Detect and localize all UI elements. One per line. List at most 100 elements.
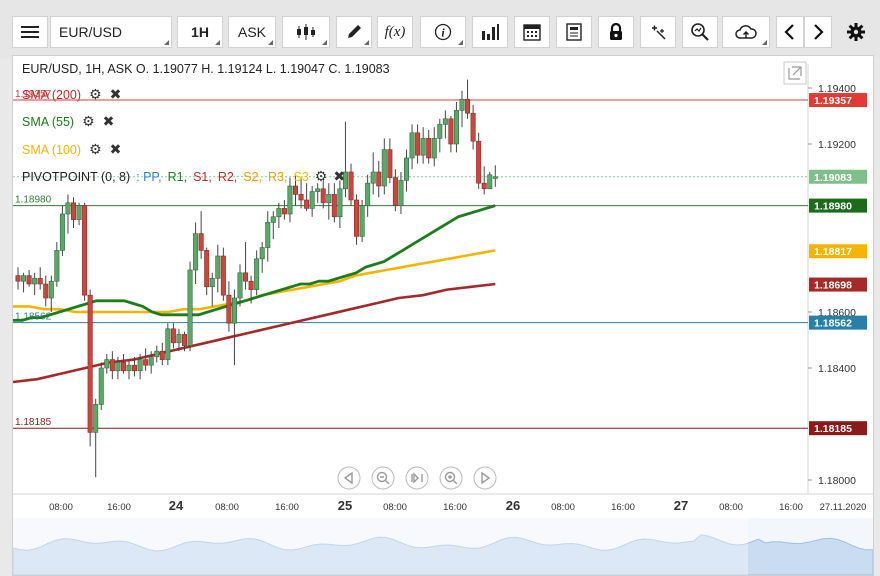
close-icon[interactable]: ✖ — [333, 168, 346, 184]
price-label-box — [809, 315, 867, 330]
chart-type-button[interactable] — [282, 16, 330, 48]
candle-body — [270, 216, 276, 223]
volume-button[interactable] — [472, 16, 508, 48]
calendar-button[interactable] — [514, 16, 550, 48]
scroll-forward-button[interactable] — [804, 16, 832, 48]
cloud-icon — [735, 25, 757, 39]
x-tick-label: 16:00 — [107, 502, 131, 513]
news-icon — [566, 23, 582, 41]
x-tick-label: 26 — [506, 498, 520, 513]
price-chart[interactable]: 1.194001.192001.186001.184001.180001.193… — [13, 56, 873, 575]
level-line-label: 1.18980 — [15, 195, 52, 206]
chart-panel[interactable]: 1.19400 1.19200 1.18600 1.18400 1.18000 1.193… — [12, 55, 874, 576]
chevron-left-icon — [784, 24, 794, 40]
gear-icon[interactable]: ⚙ — [89, 141, 102, 157]
candle-body — [437, 124, 443, 139]
x-tick-label: 08:00 — [215, 502, 239, 513]
candle-body — [465, 98, 471, 114]
candle-body — [320, 188, 326, 204]
symbol-selector[interactable]: EUR/USD — [50, 16, 172, 48]
indicators-button[interactable]: f(x) — [377, 16, 413, 48]
lock-button[interactable] — [598, 16, 634, 48]
candle-body — [82, 205, 88, 296]
settings-button[interactable] — [840, 16, 872, 48]
x-tick-label: 16:00 — [779, 502, 803, 513]
scroll-left-icon[interactable] — [337, 466, 361, 490]
indicator-sma-100: SMA (100) ⚙ ✖ — [22, 141, 121, 158]
candle-body — [126, 364, 132, 372]
candle-body — [15, 275, 21, 282]
x-tick-label: 16:00 — [611, 502, 635, 513]
gear-icon[interactable]: ⚙ — [89, 86, 102, 102]
candle-body — [309, 191, 315, 209]
candle-body — [431, 138, 437, 159]
price-label-text: 1.18698 — [814, 280, 852, 292]
reset-view-icon[interactable] — [405, 466, 429, 490]
scroll-right-icon[interactable] — [473, 466, 497, 490]
candle-body — [220, 255, 226, 296]
crosshair-button[interactable] — [640, 16, 676, 48]
dropdown-corner-icon — [322, 40, 327, 45]
close-icon[interactable]: ✖ — [109, 86, 122, 102]
price-label-box — [809, 169, 867, 184]
candle-body — [176, 334, 182, 344]
indicator-sma-200: SMA (200) ⚙ ✖ — [22, 86, 121, 103]
candle-body — [204, 250, 210, 288]
popout-icon[interactable] — [783, 61, 807, 85]
ohlc-header: EUR/USD, 1H, ASK O. 1.19077 H. 1.19124 L… — [22, 62, 390, 76]
candle-body — [143, 359, 149, 366]
indicator-sma-55: SMA (55) ⚙ ✖ — [22, 113, 114, 130]
candle-body — [292, 185, 298, 195]
candle-body — [315, 188, 321, 192]
candle-body — [426, 138, 432, 159]
menu-button[interactable] — [12, 16, 48, 48]
indicator-label: SMA (55) — [22, 114, 75, 129]
dropdown-corner-icon — [164, 40, 169, 45]
zoom-out-icon[interactable] — [371, 466, 395, 490]
candle-body — [43, 283, 49, 299]
x-tick-label: 08:00 — [551, 502, 575, 513]
scroll-back-button[interactable] — [776, 16, 804, 48]
candle-body — [354, 199, 360, 237]
gear-icon[interactable]: ⚙ — [314, 168, 328, 184]
candle-body — [403, 157, 409, 181]
calendar-icon — [523, 24, 541, 41]
candle-body — [359, 205, 365, 237]
candle-body — [26, 275, 32, 285]
candle-body — [237, 272, 243, 299]
news-button[interactable] — [556, 16, 592, 48]
price-type-selector[interactable]: ASK — [228, 16, 276, 48]
cloud-button[interactable] — [722, 16, 770, 48]
x-tick-label: 16:00 — [275, 502, 299, 513]
zoom-button[interactable] — [682, 16, 718, 48]
candle-body — [193, 233, 199, 271]
info-icon: i — [434, 23, 452, 41]
dropdown-corner-icon — [364, 40, 369, 45]
pivot-r2: R2, — [217, 169, 238, 184]
price-label-box — [809, 277, 867, 292]
level-line-label: 1.18185 — [15, 417, 52, 428]
candle-body — [243, 272, 249, 282]
pivot-r3: R3, — [268, 169, 288, 184]
draw-tool-button[interactable] — [336, 16, 372, 48]
price-label-text: 1.18980 — [814, 201, 852, 213]
close-icon[interactable]: ✖ — [109, 141, 122, 157]
draw-icon — [348, 25, 361, 38]
price-label-text: 1.18817 — [814, 246, 852, 258]
close-icon[interactable]: ✖ — [102, 113, 115, 129]
info-button[interactable]: i — [420, 16, 466, 48]
candle-body — [392, 177, 398, 206]
candle-body — [370, 171, 376, 184]
level-line-label: 1.19357 — [15, 89, 52, 100]
candle-body — [182, 334, 188, 346]
candle-body — [109, 359, 115, 372]
candle-body — [187, 269, 193, 346]
candle-body — [65, 202, 71, 215]
chevron-right-icon — [814, 24, 824, 40]
candle-body — [298, 194, 304, 201]
zoom-in-icon[interactable] — [439, 466, 463, 490]
gear-icon[interactable]: ⚙ — [82, 113, 95, 129]
timeframe-selector[interactable]: 1H — [177, 16, 223, 48]
pivot-pp: : PP, — [136, 169, 162, 184]
candle-body — [276, 208, 282, 218]
